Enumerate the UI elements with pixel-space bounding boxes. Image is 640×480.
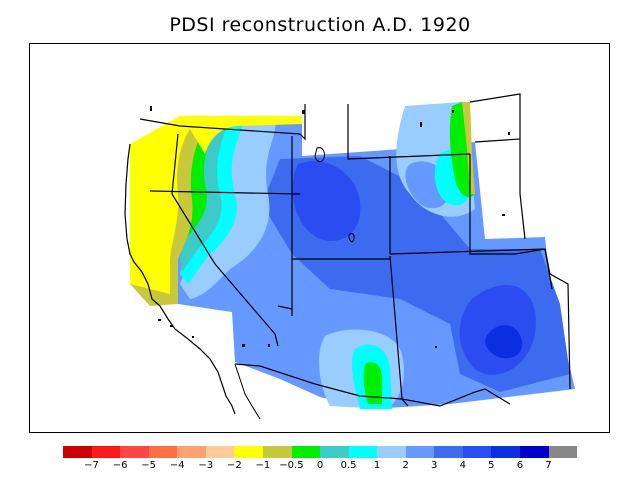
border-utah-arizona <box>277 305 293 316</box>
colorbar-swatch <box>320 446 349 458</box>
colorbar-tick-label: −6 <box>112 460 128 471</box>
colorbar-tick-label: −2 <box>226 460 242 471</box>
colorbar-tick-label: −0.5 <box>279 460 304 471</box>
colorbar-swatch <box>177 446 206 458</box>
colorbar-swatch <box>63 446 92 458</box>
colorbar-tick-label: −1 <box>255 460 271 471</box>
colorbar-tick-label: −4 <box>169 460 185 471</box>
island <box>268 344 270 347</box>
colorbar-tick-label: 6 <box>516 460 524 471</box>
island <box>302 110 305 114</box>
islands <box>150 106 510 348</box>
coastline <box>124 143 236 415</box>
colorbar-tick-label: 5 <box>488 460 495 471</box>
colorbar-swatch <box>434 446 463 458</box>
border-montana-dakota <box>469 93 521 143</box>
colorbar-tick-label: 4 <box>459 460 466 471</box>
colorbar-swatch <box>405 446 435 458</box>
map-title: PDSI reconstruction A.D. 1920 <box>169 14 471 36</box>
island <box>192 336 194 338</box>
colorbar-swatch <box>205 446 235 458</box>
field-olive-northeast <box>462 102 475 194</box>
field-blue-5-north <box>292 161 361 242</box>
border-idaho-montana <box>299 104 306 141</box>
colorbar-tick-label: 3 <box>431 460 438 471</box>
border-oregon-south <box>149 190 301 195</box>
pdsi-map <box>124 93 575 420</box>
colorbar-swatch <box>548 446 578 458</box>
island <box>170 325 173 327</box>
colorbar-swatch <box>491 446 520 458</box>
island <box>502 214 505 216</box>
map-frame <box>29 43 610 433</box>
colorbar-swatch <box>520 446 549 458</box>
colorbar-swatch <box>234 446 263 458</box>
colorbar-tick-label: 7 <box>545 460 552 471</box>
colorbar-swatch <box>462 446 492 458</box>
colorbar-swatch <box>148 446 178 458</box>
great-salt-lake <box>314 147 325 163</box>
colorbar-swatch <box>262 446 292 458</box>
colorbar-tick-label: 2 <box>402 460 409 471</box>
colorbar-swatch <box>377 446 406 458</box>
border-dakotas <box>519 139 526 240</box>
field-green-south <box>363 362 382 404</box>
colorbar-swatch <box>291 446 321 458</box>
field-blue-6-southeast <box>485 325 523 359</box>
colorbar-tick-label: 0 <box>316 460 324 471</box>
colorbar-tick-label: 0.5 <box>340 460 357 471</box>
colorbar-tick-label: −7 <box>84 460 99 471</box>
border-texas <box>514 248 571 390</box>
island <box>452 110 454 113</box>
island <box>158 319 161 321</box>
island <box>508 132 510 135</box>
colorbar-labels: −7 −6 −5 −4 −3 −2 −1 −0.5 0 0.5 1 2 3 4 5 6 7 <box>63 460 577 474</box>
state-boundaries <box>139 93 571 407</box>
island <box>242 344 245 347</box>
border-colorado-east <box>469 154 515 255</box>
colorbar-tick-label: −3 <box>198 460 214 471</box>
colorbar-swatch <box>120 446 149 458</box>
colorbar-swatch <box>348 446 378 458</box>
border-wyoming <box>347 104 471 160</box>
lake <box>348 233 355 243</box>
colorbar-tick-label: −5 <box>141 460 157 471</box>
baja-coast <box>234 363 261 420</box>
colorbar <box>63 446 578 458</box>
border-california-nevada <box>171 133 279 347</box>
colorbar-swatch <box>91 446 121 458</box>
island <box>435 346 437 348</box>
colorbar-tick-label: 1 <box>373 460 381 471</box>
island <box>420 122 422 127</box>
border-mexico <box>234 363 511 407</box>
border-oregon-north <box>139 118 301 135</box>
island <box>150 106 152 111</box>
field-yellow-northwest <box>130 116 302 294</box>
